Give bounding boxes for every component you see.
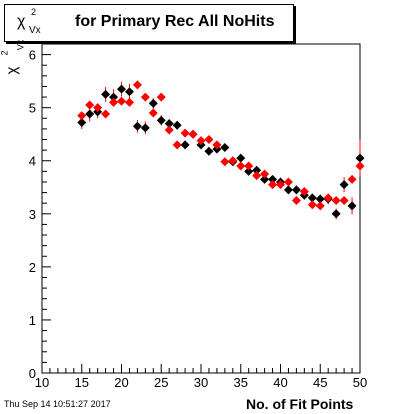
red-data-point [196, 136, 206, 146]
red-data-point [276, 180, 285, 190]
red-data-point [77, 111, 87, 121]
red-data-point [291, 196, 301, 206]
x-tick-label: 10 [35, 375, 49, 390]
black-data-point [140, 123, 150, 133]
red-data-point [236, 161, 246, 171]
red-data-point [148, 108, 158, 118]
title-subscript: Vx [29, 25, 41, 36]
y-axis-chi: χ [3, 66, 21, 75]
y-tick-label: 3 [29, 207, 36, 222]
black-data-point [180, 140, 190, 150]
black-data-point [124, 87, 134, 97]
black-data-point [355, 153, 365, 163]
black-data-point [244, 166, 254, 176]
black-data-point [291, 185, 301, 195]
y-axis-label: χ 2 Vx [0, 40, 30, 80]
red-data-point [283, 177, 293, 187]
red-data-point [93, 103, 103, 113]
x-tick-label: 30 [194, 375, 208, 390]
black-data-point [156, 115, 166, 125]
red-data-point [220, 157, 230, 167]
red-data-point [268, 180, 278, 190]
black-data-point [268, 174, 278, 184]
y-tick-label: 5 [29, 101, 36, 116]
x-tick-label: 15 [75, 375, 89, 390]
x-tick-label: 25 [154, 375, 168, 390]
black-data-point [315, 194, 325, 204]
black-data-point [109, 92, 119, 102]
black-data-point [77, 118, 87, 128]
red-data-point [299, 187, 309, 197]
black-data-point [331, 209, 341, 219]
red-data-point [204, 135, 214, 145]
red-data-point [140, 92, 150, 102]
red-data-point [180, 128, 190, 138]
black-data-point [148, 98, 158, 108]
red-data-point [307, 200, 317, 210]
red-data-point [331, 196, 341, 206]
red-data-point [244, 161, 254, 171]
black-data-point [236, 153, 246, 163]
black-data-point [220, 142, 230, 152]
y-tick-label: 1 [29, 313, 36, 328]
x-tick-label: 45 [313, 375, 327, 390]
black-data-point [260, 174, 270, 184]
x-tick-label: 35 [234, 375, 248, 390]
red-data-point [101, 109, 111, 119]
black-data-point [101, 89, 111, 99]
red-data-point [124, 97, 134, 107]
x-tick-label: 40 [273, 375, 287, 390]
y-tick-label: 4 [29, 154, 36, 169]
x-tick-label: 20 [114, 375, 128, 390]
black-data-point [307, 193, 317, 203]
red-data-point [156, 92, 166, 102]
red-data-point [188, 129, 198, 139]
red-data-point [355, 161, 365, 171]
red-data-point [252, 171, 262, 181]
y-tick-label: 6 [29, 48, 36, 63]
black-data-point [117, 84, 126, 94]
black-data-point [85, 109, 95, 119]
y-tick-label: 2 [29, 260, 36, 275]
red-data-point [228, 156, 238, 166]
chart-title-box: χ 2 Vx for Primary Rec All NoHits [4, 4, 294, 42]
y-axis-superscript: 2 [0, 50, 10, 56]
x-tick-label: 50 [353, 375, 367, 390]
red-data-point [323, 193, 333, 203]
black-data-point [204, 146, 214, 156]
red-data-point [85, 100, 95, 110]
y-tick-label: 0 [29, 366, 36, 381]
title-chi-symbol: χ [17, 13, 26, 30]
red-data-point [339, 196, 349, 206]
black-data-point [347, 201, 357, 211]
black-data-point [164, 119, 174, 129]
title-superscript: 2 [31, 7, 37, 17]
black-data-point [132, 121, 142, 131]
red-data-point [109, 97, 119, 107]
timestamp: Thu Sep 14 10:51:27 2017 [4, 399, 111, 409]
y-axis-subscript: Vx [15, 39, 26, 51]
x-axis-label: No. of Fit Points [246, 396, 354, 412]
black-data-point [172, 120, 182, 130]
black-data-point [252, 165, 262, 175]
red-data-point [212, 140, 222, 150]
red-data-point [315, 201, 325, 211]
black-data-point [283, 185, 293, 195]
red-data-point [260, 169, 270, 179]
red-data-point [172, 140, 182, 150]
red-data-point [117, 96, 126, 106]
red-data-point [164, 125, 174, 135]
chart-title: for Primary Rec All NoHits [75, 13, 275, 30]
red-data-point [347, 174, 357, 184]
red-data-point [132, 80, 142, 90]
black-data-point [339, 180, 349, 190]
